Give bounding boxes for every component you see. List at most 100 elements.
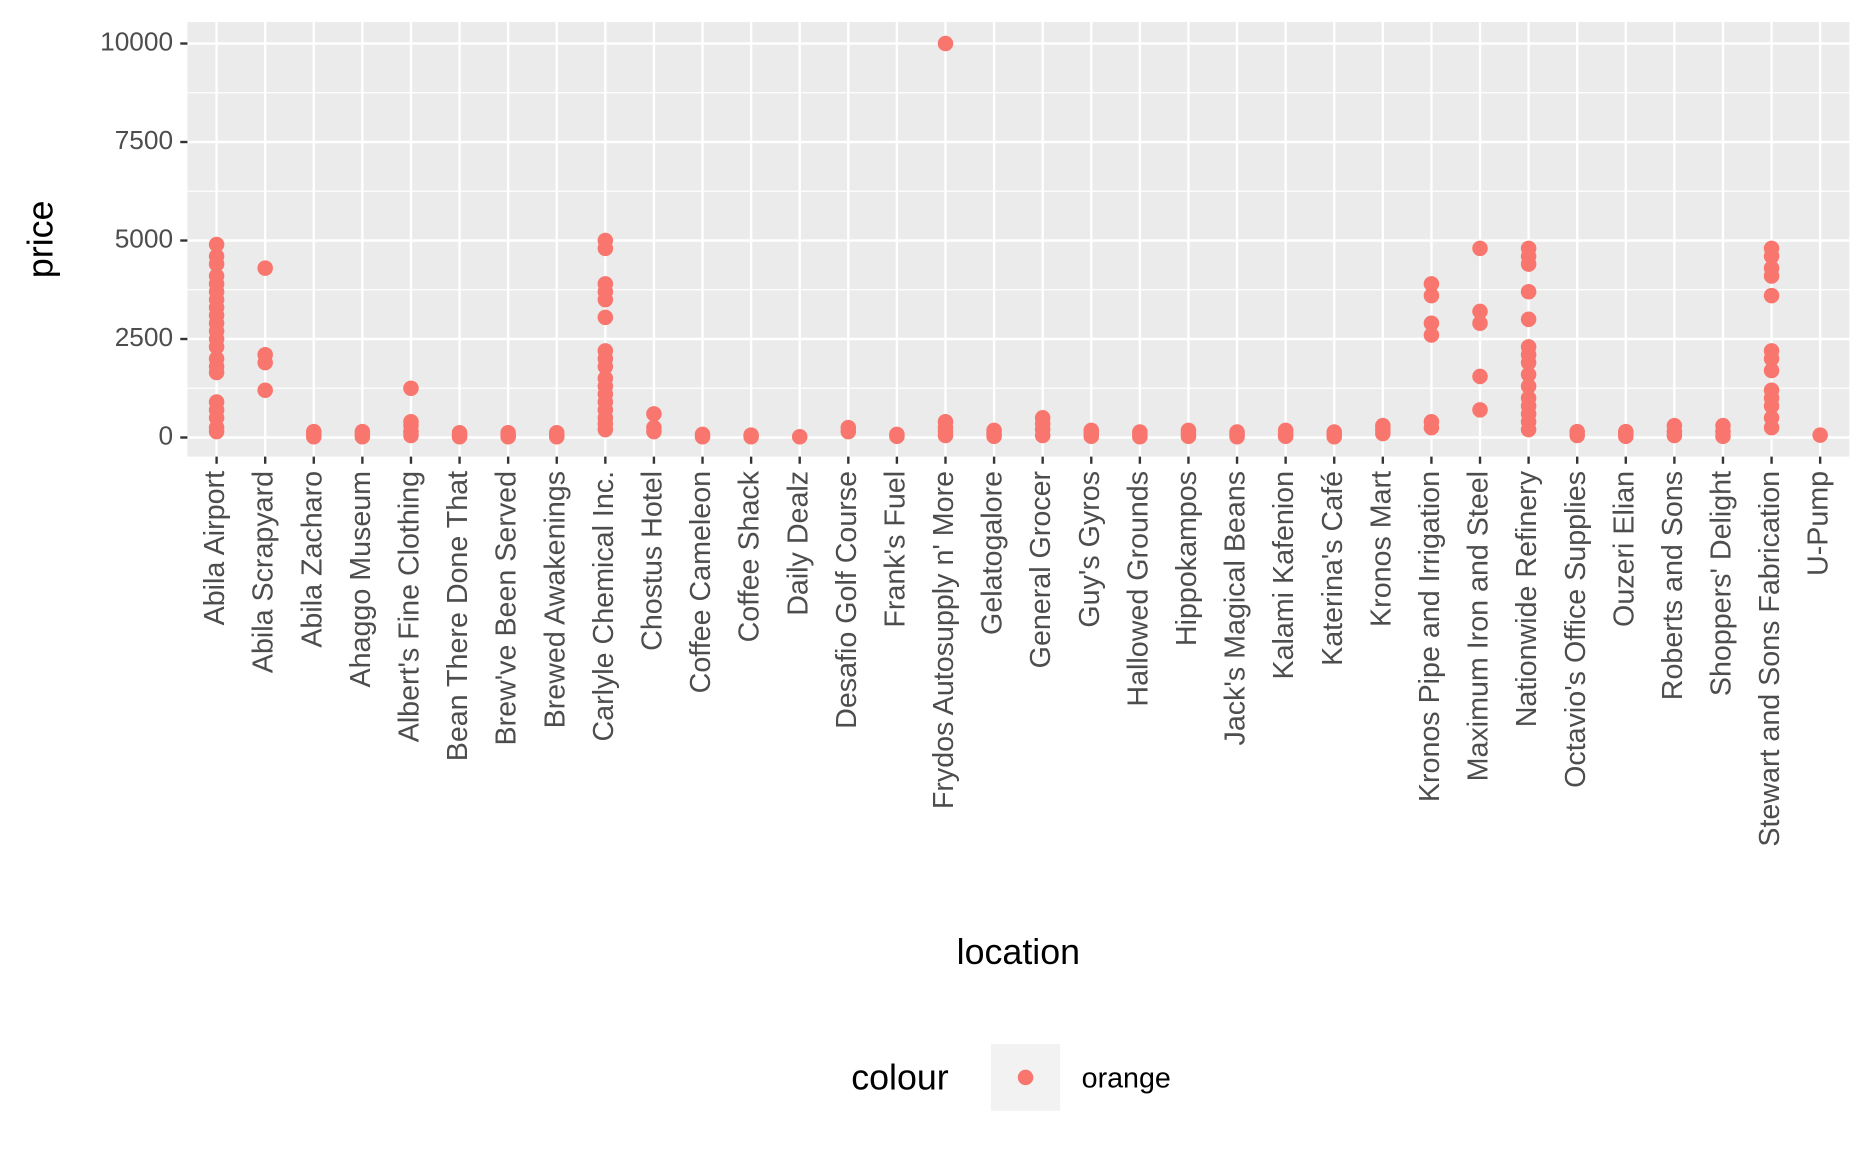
point: [840, 419, 857, 436]
point: [403, 380, 419, 397]
point: [1520, 339, 1537, 355]
point: [451, 425, 468, 441]
x-tick-label: Coffee Cameleon: [685, 471, 717, 693]
x-tick-label: U-Pump: [1803, 471, 1835, 576]
x-tick-label: Stewart and Sons Fabrication: [1754, 471, 1786, 847]
x-tick-label: Coffee Shack: [734, 470, 766, 642]
y-tick-label: 7500: [115, 125, 173, 155]
axes: 0 2500 5000 7500 10000 Abila Airport Abila Scr…: [100, 26, 1835, 846]
point: [1423, 413, 1440, 430]
point: [500, 425, 516, 441]
y-tick-label: 5000: [115, 223, 173, 253]
point: [791, 428, 808, 445]
x-tick-label: Roberts and Sons: [1657, 471, 1689, 700]
point: [1472, 368, 1488, 385]
x-tick-label: Daily Dealz: [782, 471, 814, 616]
point: [208, 394, 225, 410]
point: [306, 423, 322, 440]
point: [1763, 287, 1780, 304]
x-tick-label: Kalami Kafenion: [1268, 471, 1300, 680]
x-axis-title: location: [957, 932, 1080, 972]
point: [1763, 382, 1780, 398]
x-tick-label: Carlyle Chemical Inc.: [588, 471, 620, 742]
point: [1520, 390, 1537, 406]
point: [1520, 311, 1537, 328]
point: [1472, 240, 1488, 257]
x-tick-label: Octavio's Office Supplies: [1560, 471, 1592, 788]
x-tick-label: Katerina's Café: [1317, 471, 1349, 666]
point: [1034, 410, 1051, 426]
point: [1520, 283, 1537, 300]
point: [1763, 343, 1780, 359]
legend-marker: [1017, 1069, 1034, 1086]
legend: colour orange: [851, 1044, 1171, 1111]
point: [1472, 315, 1488, 332]
point: [208, 236, 225, 253]
point: [1666, 417, 1683, 434]
marks: [208, 35, 1828, 445]
point: [1520, 378, 1537, 395]
point: [646, 419, 662, 436]
point: [1763, 260, 1780, 276]
x-tick-label: Desafio Golf Course: [831, 471, 863, 729]
x-tick-label: Guy's Gyros: [1074, 471, 1106, 628]
point: [1083, 422, 1100, 439]
x-tick-label: Abila Airport: [199, 471, 231, 625]
x-tick-label: Ahaggo Museum: [345, 471, 377, 688]
x-tick-label: Frydos Autosupply n' More: [928, 471, 960, 809]
x-tick-label: General Grocer: [1025, 470, 1057, 668]
point: [354, 423, 371, 440]
point: [1277, 422, 1294, 439]
point: [1423, 287, 1440, 304]
point: [1472, 303, 1488, 320]
x-tick-label: Chostus Hotel: [636, 471, 668, 651]
legend-title: colour: [851, 1057, 949, 1097]
point: [1763, 410, 1780, 426]
point: [1520, 366, 1537, 383]
point: [1715, 417, 1731, 434]
point: [1763, 362, 1780, 379]
point: [257, 382, 273, 398]
point: [597, 370, 614, 387]
point: [597, 276, 614, 292]
point: [694, 426, 711, 443]
x-tick-label: Kronos Mart: [1365, 471, 1397, 627]
y-tick-label: 2500: [115, 322, 173, 352]
point: [743, 427, 759, 443]
point: [1472, 402, 1488, 418]
point: [1569, 423, 1585, 440]
point: [1423, 276, 1440, 292]
y-tick-label: 0: [159, 420, 174, 450]
point: [597, 343, 614, 359]
point: [1763, 240, 1780, 257]
x-tick-label: Shoppers' Delight: [1706, 471, 1738, 696]
point: [1520, 240, 1537, 257]
x-tick-label: Maximum Iron and Steel: [1463, 471, 1495, 781]
point: [403, 413, 419, 430]
point: [1132, 424, 1148, 440]
x-tick-label: Ouzeri Elian: [1608, 471, 1640, 627]
point: [1375, 417, 1391, 434]
point: [937, 35, 954, 52]
x-tick-label: Hallowed Grounds: [1122, 471, 1154, 707]
x-tick-label: Jack's Magical Beans: [1220, 471, 1252, 745]
point: [208, 248, 225, 265]
y-axis-title: price: [20, 201, 60, 279]
x-tick-label: Bean There Done That: [442, 471, 474, 761]
point: [257, 347, 273, 363]
point: [1326, 424, 1342, 440]
x-tick-label: Abila Zacharo: [296, 471, 328, 648]
x-tick-label: Albert's Fine Clothing: [394, 471, 426, 742]
point: [257, 260, 273, 276]
point: [1229, 424, 1245, 440]
point: [1423, 327, 1440, 343]
point: [208, 268, 225, 284]
x-tick-label: Frank's Fuel: [879, 471, 911, 628]
point: [597, 232, 614, 249]
x-tick-label: Nationwide Refinery: [1511, 470, 1543, 727]
legend-label: orange: [1082, 1062, 1171, 1094]
point: [208, 350, 225, 367]
x-tick-label: Hippokampos: [1171, 471, 1203, 646]
